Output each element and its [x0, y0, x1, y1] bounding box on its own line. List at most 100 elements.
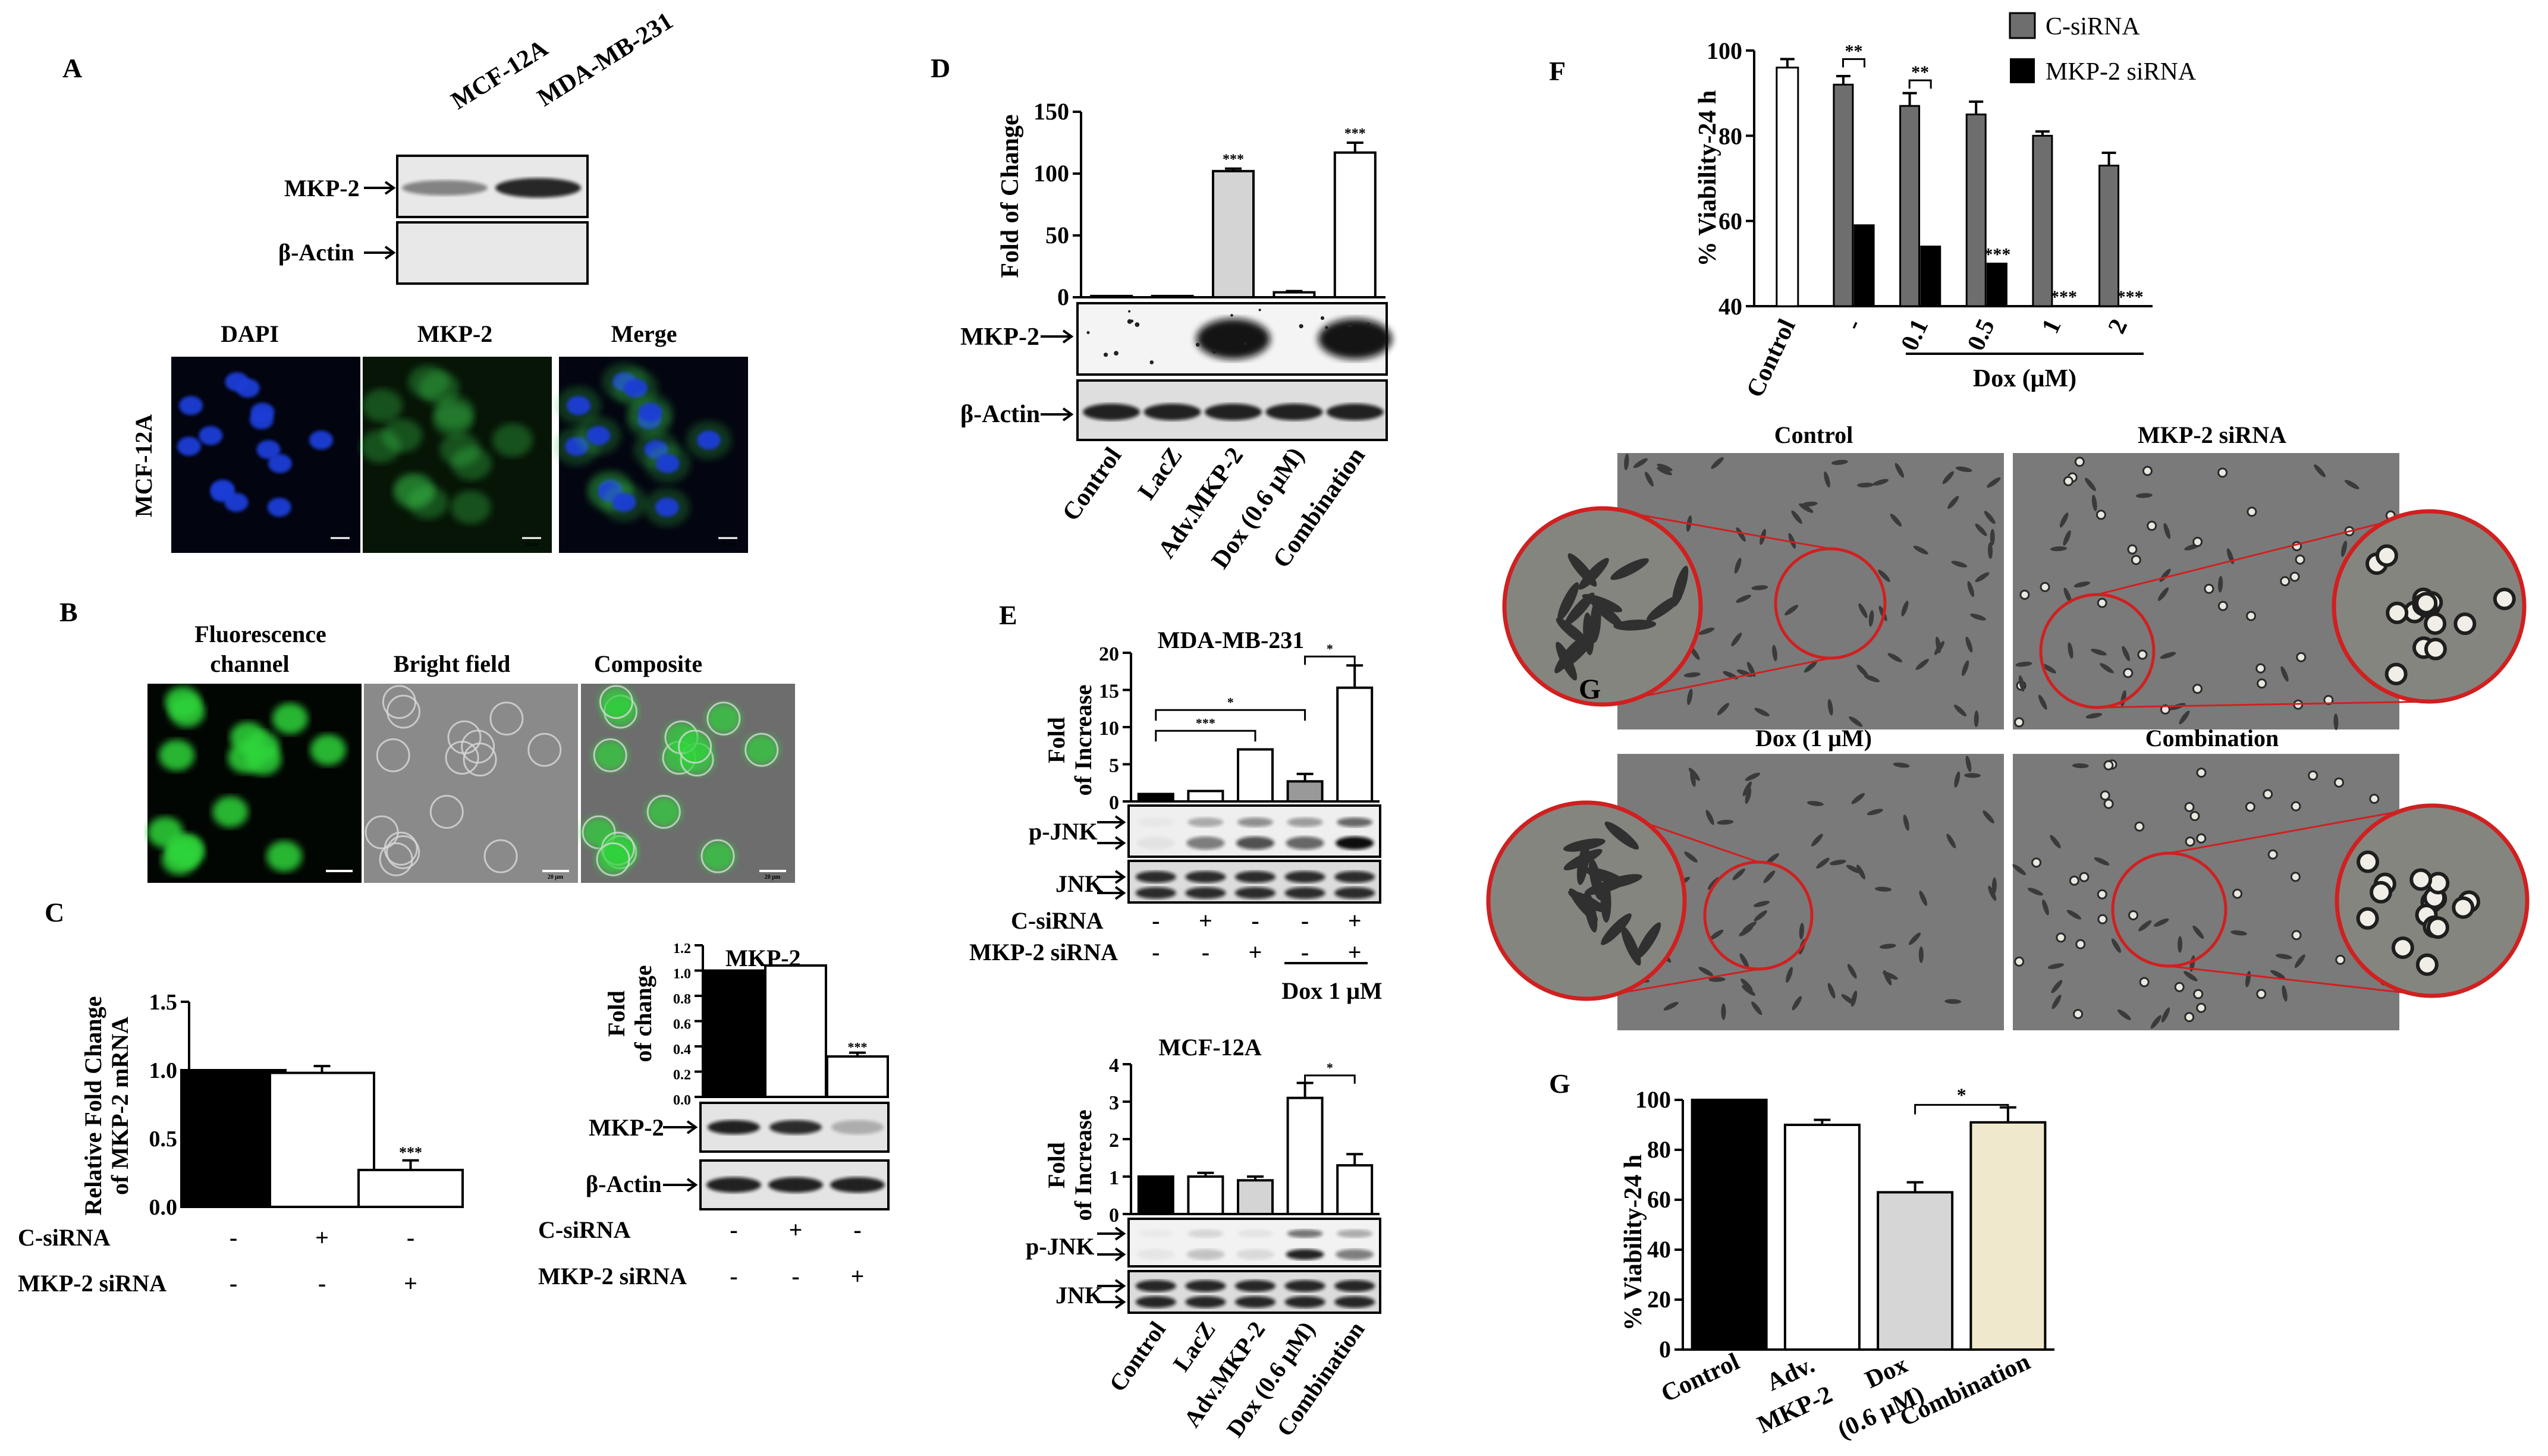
- speck: [1258, 309, 1261, 312]
- ylabel-e2-1: Fold: [1043, 1142, 1070, 1188]
- wb-mkp2sirna: MKP-2 siRNA: [538, 1263, 687, 1290]
- scale-label: 20 μm: [765, 874, 781, 880]
- speck: [1243, 342, 1247, 345]
- spindle-cell: [2218, 576, 2223, 593]
- round-cell: [2263, 789, 2273, 800]
- spindle-cell: [1918, 946, 1924, 963]
- cell-outline: [376, 738, 410, 772]
- spindle-cell: [1987, 477, 2001, 488]
- blot-band: [1334, 1296, 1375, 1308]
- y-tick-label: 100: [1635, 1086, 1671, 1113]
- round-cell: [2074, 457, 2085, 467]
- bar: [1212, 169, 1255, 298]
- round-cell: [2097, 914, 2108, 924]
- sign-csirna: -: [1301, 907, 1309, 934]
- blot-band: [1136, 837, 1175, 850]
- spindle-cell: [1887, 653, 1903, 663]
- spindle-cell: [2072, 763, 2089, 769]
- round-cell: [2142, 466, 2153, 476]
- round-cell: [2192, 684, 2203, 694]
- blot-band: [1237, 1229, 1273, 1238]
- nucleus: [178, 396, 203, 416]
- bar: [1986, 262, 2007, 307]
- spindle-cell: [1645, 471, 1654, 487]
- round-cell: [2063, 476, 2073, 486]
- bar: [1187, 790, 1224, 803]
- blot-band: [1187, 817, 1224, 827]
- spindle-cell: [1883, 970, 1892, 986]
- panel-letter-c: C: [45, 897, 64, 927]
- blot-band: [1235, 1296, 1275, 1308]
- speck: [1320, 316, 1325, 320]
- spindle-cell: [1975, 523, 1987, 536]
- round-cell: [2280, 576, 2291, 587]
- spindle-cell: [2282, 985, 2288, 1002]
- spindle-cell: [1604, 821, 1639, 850]
- row-label-actin: β-Actin: [278, 239, 354, 266]
- spindle-cell: [1965, 756, 1972, 772]
- y-tick-label: 1.5: [149, 990, 178, 1015]
- spindle-cell: [1745, 787, 1752, 804]
- if-label-merge: Merge: [611, 320, 677, 347]
- spindle-cell: [1582, 594, 1623, 612]
- spindle-cell: [2091, 649, 2107, 656]
- cell: [592, 740, 629, 771]
- bar: [764, 964, 827, 1098]
- cell-outline: [596, 842, 630, 876]
- cell-outline: [744, 732, 779, 767]
- round-cell: [2289, 571, 2300, 582]
- bar: [1151, 294, 1194, 299]
- spindle-cell: [1624, 453, 1629, 470]
- lane-label-mcf12a: MCF-12A: [447, 34, 553, 115]
- spindle-cell: [1908, 932, 1921, 945]
- spindle-cell: [2094, 857, 2110, 866]
- spindle-cell: [1867, 809, 1883, 816]
- blot-band: [1326, 404, 1384, 420]
- cell: [382, 419, 423, 452]
- x-tick-label: Control: [1057, 442, 1127, 526]
- sig-label: ***: [1196, 715, 1215, 730]
- bar: [1877, 1191, 1954, 1351]
- sign-csirna: +: [789, 1216, 803, 1243]
- blot-band: [1336, 837, 1374, 850]
- blot-band: [1318, 319, 1392, 359]
- spindle-cell: [1732, 868, 1745, 880]
- round-cell: [2308, 770, 2318, 781]
- spindle-cell: [1751, 585, 1768, 590]
- cell: [451, 446, 492, 480]
- scale-label: 20 μm: [331, 874, 347, 880]
- label-fluorescence-2: channel: [210, 650, 289, 677]
- spindle-cell: [1872, 479, 1889, 486]
- spindle-cell: [2294, 954, 2305, 968]
- cell: [165, 686, 201, 718]
- dox-label: Dox 1 μM: [1281, 977, 1382, 1004]
- scale-label: 20 μm: [524, 541, 539, 547]
- sign-mkp2sirna: -: [1202, 939, 1209, 966]
- spindle-cell: [2059, 512, 2069, 528]
- round-cell: [2196, 1002, 2207, 1013]
- spindle-cell: [1811, 834, 1823, 847]
- spindle-cell: [1610, 558, 1649, 580]
- spindle-cell: [1765, 853, 1779, 864]
- spindle-cell: [1804, 661, 1817, 673]
- wb-ylabel-1: Fold: [603, 990, 630, 1037]
- speck: [1103, 353, 1108, 357]
- spindle-cell: [1731, 633, 1742, 647]
- round-cell: [2075, 939, 2086, 949]
- sig-label: **: [1911, 62, 1929, 82]
- spindle-cell: [2051, 994, 2062, 1010]
- y-tick-label: 40: [1718, 293, 1742, 320]
- spindle-cell: [1786, 967, 1793, 983]
- spindle-cell: [1878, 570, 1890, 582]
- cell: [700, 841, 736, 872]
- y-tick-label: 40: [1647, 1236, 1671, 1263]
- round-cell: [2291, 930, 2302, 941]
- spindle-cell: [1791, 510, 1802, 524]
- spindle-cell: [1970, 614, 1986, 621]
- blot-band: [1138, 1229, 1174, 1238]
- round-cell: [2257, 678, 2267, 689]
- spindle-cell: [1754, 901, 1770, 907]
- y-tick-label: 1.0: [149, 1058, 178, 1083]
- round-cell: [2184, 1012, 2195, 1023]
- y-tick-label: 1: [1109, 1167, 1119, 1189]
